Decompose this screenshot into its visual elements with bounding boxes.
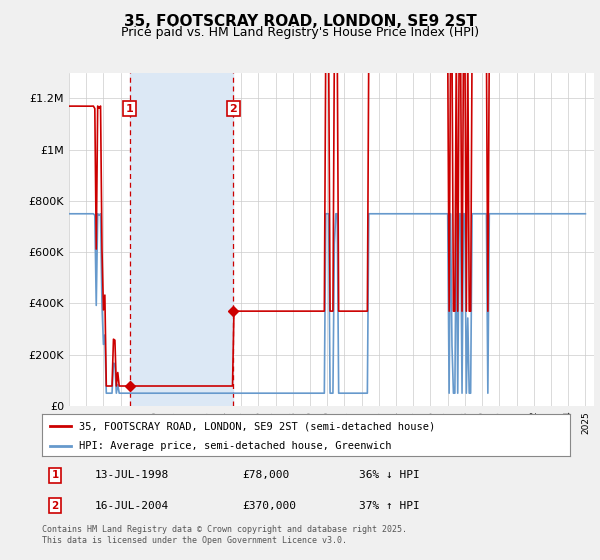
Text: 36% ↓ HPI: 36% ↓ HPI <box>359 470 419 480</box>
Text: 13-JUL-1998: 13-JUL-1998 <box>95 470 169 480</box>
Text: 35, FOOTSCRAY ROAD, LONDON, SE9 2ST: 35, FOOTSCRAY ROAD, LONDON, SE9 2ST <box>124 14 476 29</box>
Text: £78,000: £78,000 <box>242 470 290 480</box>
Text: 35, FOOTSCRAY ROAD, LONDON, SE9 2ST (semi-detached house): 35, FOOTSCRAY ROAD, LONDON, SE9 2ST (sem… <box>79 421 435 431</box>
Text: Contains HM Land Registry data © Crown copyright and database right 2025.
This d: Contains HM Land Registry data © Crown c… <box>42 525 407 545</box>
Text: 37% ↑ HPI: 37% ↑ HPI <box>359 501 419 511</box>
Text: HPI: Average price, semi-detached house, Greenwich: HPI: Average price, semi-detached house,… <box>79 441 391 451</box>
Text: Price paid vs. HM Land Registry's House Price Index (HPI): Price paid vs. HM Land Registry's House … <box>121 26 479 39</box>
Text: 1: 1 <box>126 104 134 114</box>
Text: 1: 1 <box>52 470 59 480</box>
Text: £370,000: £370,000 <box>242 501 296 511</box>
Text: 2: 2 <box>52 501 59 511</box>
Bar <box>130 73 233 406</box>
Text: 16-JUL-2004: 16-JUL-2004 <box>95 501 169 511</box>
Text: 2: 2 <box>229 104 237 114</box>
